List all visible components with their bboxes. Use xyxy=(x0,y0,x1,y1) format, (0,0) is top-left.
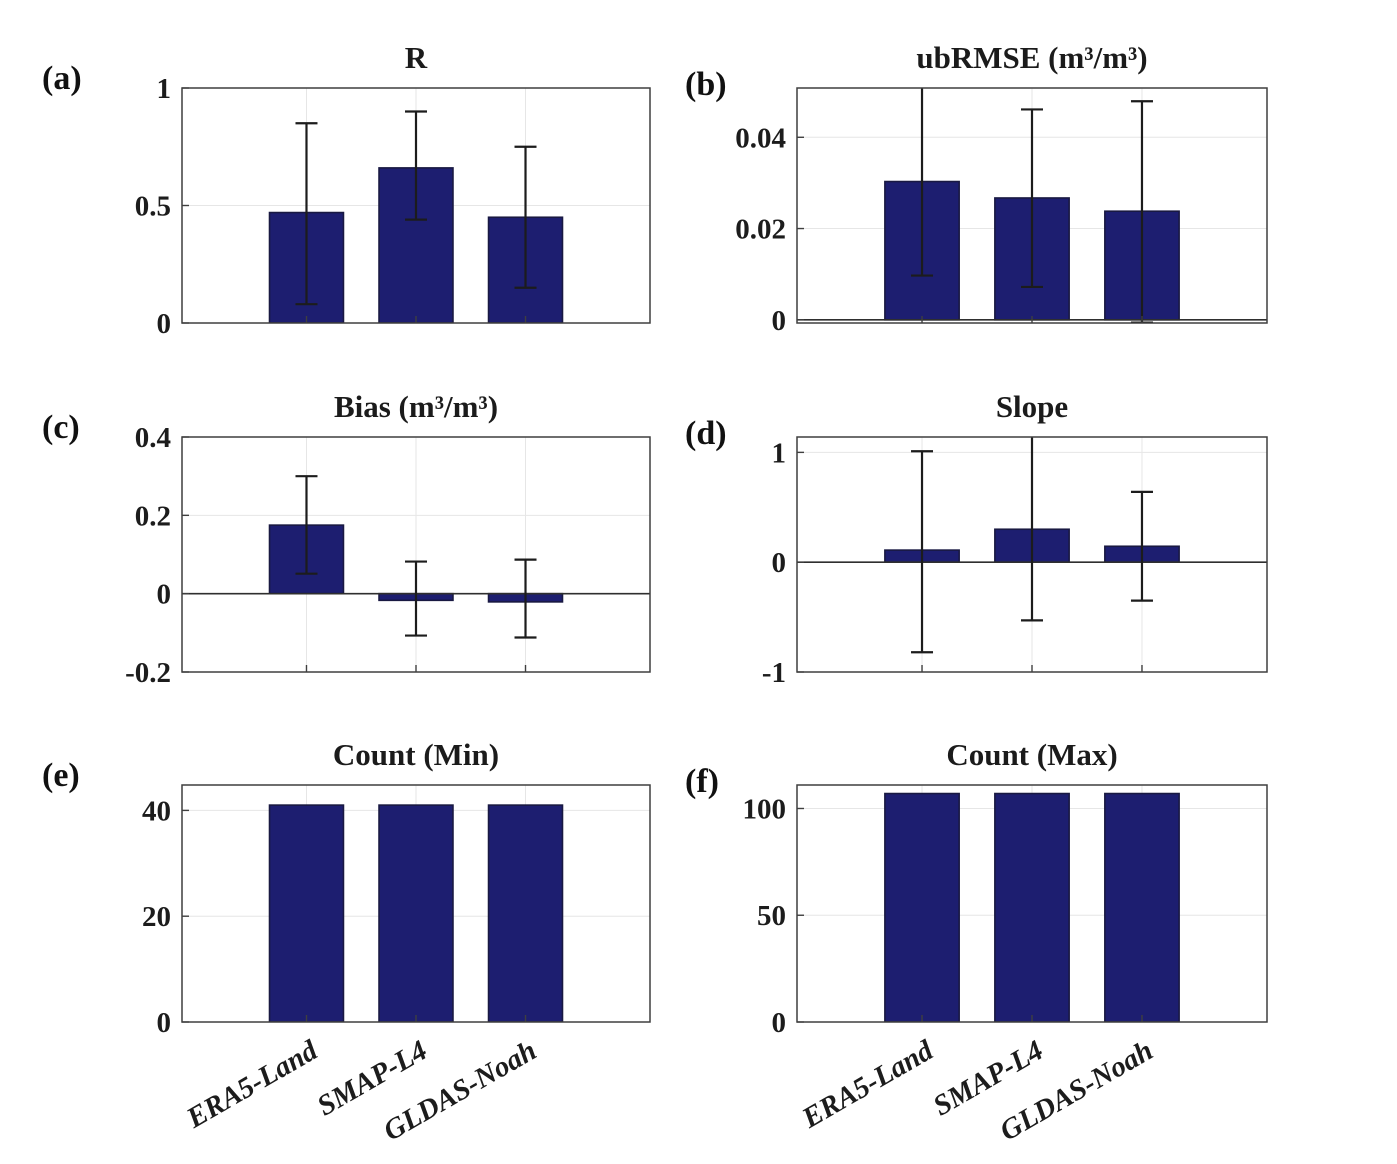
panel-b: (b) ubRMSE (m³/m³) 0 0.02 0.04 xyxy=(685,40,1268,337)
y-tick-label: 40 xyxy=(142,795,171,827)
x-tick-label-ERA5-Land: ERA5-Land xyxy=(796,1034,939,1135)
error-bars xyxy=(295,110,537,306)
panel-c-title: Bias (m³/m³) xyxy=(333,389,499,424)
bar-ERA5-Land xyxy=(268,804,345,1022)
error-bars xyxy=(295,475,537,639)
panel-d-plot: -1 0 1 xyxy=(762,436,1268,689)
y-tick-label: 1 xyxy=(157,73,172,105)
y-tick-label: 0.4 xyxy=(135,422,171,454)
y-tick-label: 0.02 xyxy=(735,214,786,246)
y-tick-label: 0 xyxy=(772,547,787,579)
error-bars xyxy=(911,437,1153,654)
panel-b-title: ubRMSE (m³/m³) xyxy=(916,40,1148,75)
panel-c-plot: -0.2 0 0.2 0.4 xyxy=(125,422,651,689)
panel-b-letter: (b) xyxy=(685,66,727,103)
panel-b-plot: 0 0.02 0.04 xyxy=(735,87,1268,337)
panel-e-letter: (e) xyxy=(42,757,80,794)
panel-a-plot: 00.51 xyxy=(135,73,651,340)
y-tick-label: 0 xyxy=(157,308,172,340)
panel-d-letter: (d) xyxy=(685,415,727,452)
y-tick-label: 0 xyxy=(157,579,172,611)
panel-c: (c) Bias (m³/m³) -0.2 0 0.2 0.4 xyxy=(42,389,651,689)
panel-a: (a) R 0 0.5 1 xyxy=(42,40,651,340)
y-tick-label: 20 xyxy=(142,901,171,933)
panel-e-title: Count (Min) xyxy=(332,737,500,772)
panel-f: (f) Count (Max) 0 50 100 ERA5-Land SMAP-L4 GL… xyxy=(685,737,1268,1147)
y-tick-label: -1 xyxy=(762,657,786,689)
panel-d-title: Slope xyxy=(995,389,1069,424)
panel-a-letter: (a) xyxy=(42,60,82,97)
panel-a-title: R xyxy=(404,40,428,75)
y-tick-label: 0 xyxy=(772,305,787,337)
bar-ERA5-Land xyxy=(884,792,960,1022)
y-tick-label: 0 xyxy=(772,1007,787,1039)
panel-d: (d) Slope -1 0 1 xyxy=(685,389,1268,689)
y-tick-label: -0.2 xyxy=(125,657,171,689)
bar-SMAP-L4 xyxy=(994,792,1070,1022)
y-tick-label: 0.5 xyxy=(135,191,171,223)
bar-GLDAS-Noah xyxy=(1104,792,1180,1022)
y-tick-label: 100 xyxy=(743,793,787,825)
y-tick-label: 0 xyxy=(157,1007,172,1039)
y-tick-label: 0.2 xyxy=(135,500,171,532)
y-tick-label: 50 xyxy=(757,900,786,932)
bar-SMAP-L4 xyxy=(378,804,454,1022)
panel-c-letter: (c) xyxy=(42,409,80,446)
panel-e: (e) Count (Min) 0 20 40 ERA5-Land SMAP-L4 GLD… xyxy=(42,737,651,1147)
y-tick-label: 0.04 xyxy=(735,122,786,154)
x-tick-label-ERA5-Land: ERA5-Land xyxy=(181,1034,324,1135)
panel-f-letter: (f) xyxy=(685,763,719,800)
bar-GLDAS-Noah xyxy=(487,804,564,1022)
y-tick-label: 1 xyxy=(772,437,787,469)
panel-f-title: Count (Max) xyxy=(946,737,1118,772)
